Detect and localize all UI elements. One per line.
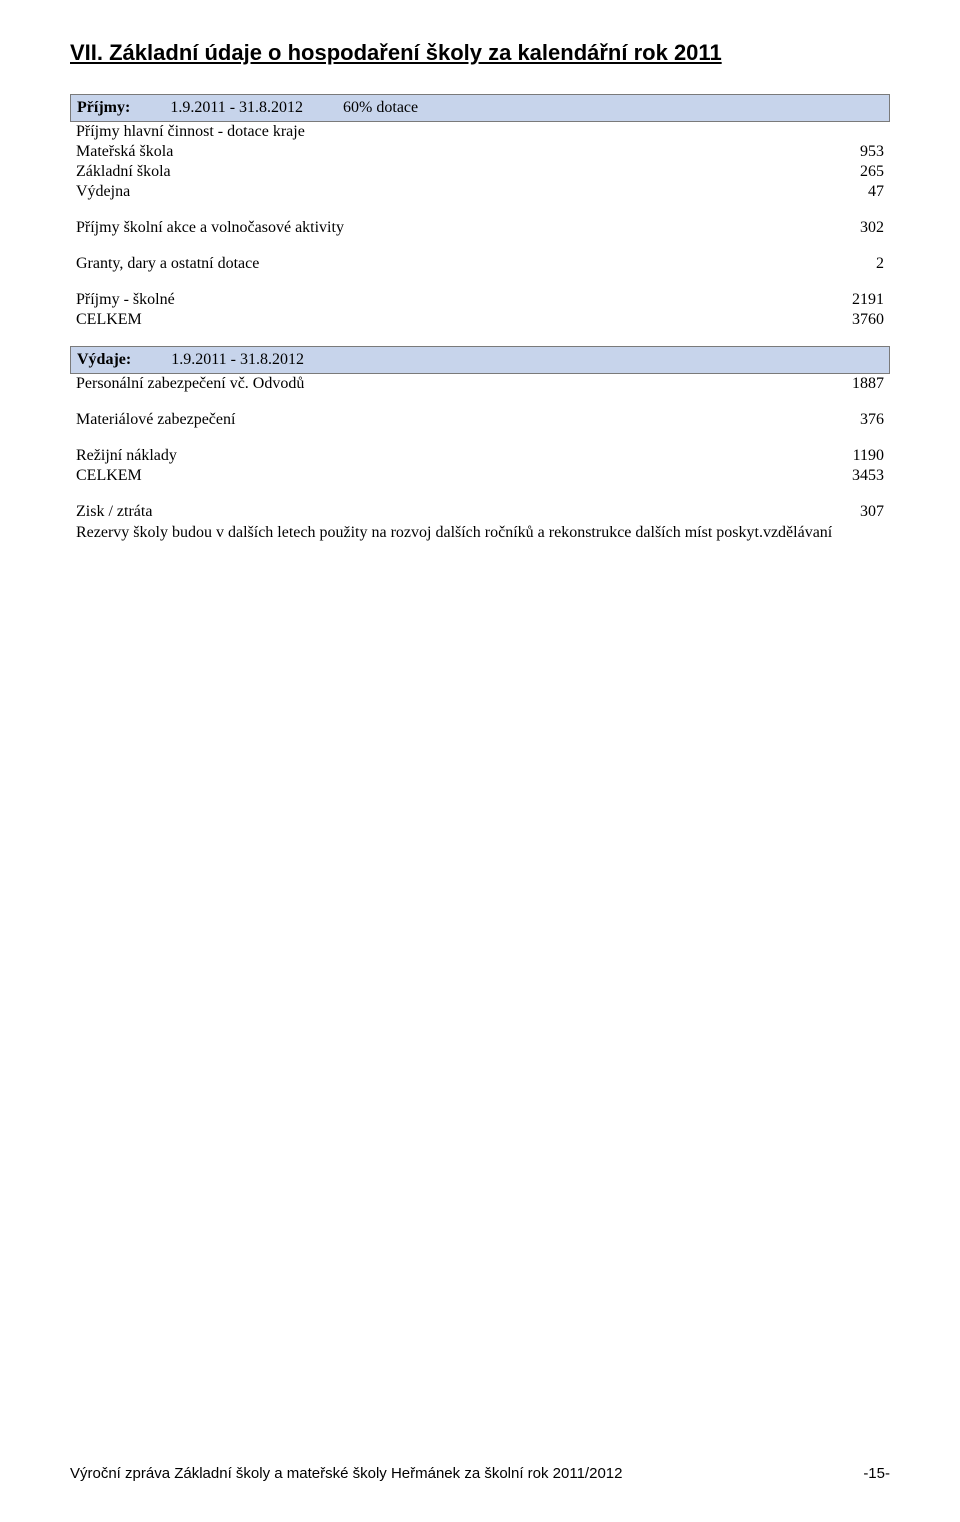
expense-period: 1.9.2011 - 31.8.2012 xyxy=(171,351,304,369)
row-rezijni-value: 1190 xyxy=(794,447,884,465)
income-header-band: Příjmy: 1.9.2011 - 31.8.2012 60% dotace xyxy=(70,94,890,122)
reserve-note: Rezervy školy budou v dalších letech pou… xyxy=(70,522,890,544)
row-ms-value: 953 xyxy=(794,143,884,161)
income-label: Příjmy: xyxy=(77,99,130,117)
row-expense-total: CELKEM 3453 xyxy=(70,466,890,486)
row-akce-label: Příjmy školní akce a volnočasové aktivit… xyxy=(76,219,794,237)
row-akce-value: 302 xyxy=(794,219,884,237)
row-material-value: 376 xyxy=(794,411,884,429)
row-vydejna-value: 47 xyxy=(794,183,884,201)
row-zisk-value: 307 xyxy=(794,503,884,521)
row-ms-label: Mateřská škola xyxy=(76,143,794,161)
row-granty: Granty, dary a ostatní dotace 2 xyxy=(70,254,890,274)
footer-page: -15- xyxy=(863,1465,890,1482)
row-expense-total-label: CELKEM xyxy=(76,467,794,485)
row-zisk-label: Zisk / ztráta xyxy=(76,503,794,521)
row-skolne-label: Příjmy - školné xyxy=(76,291,794,309)
page-footer: Výroční zpráva Základní školy a mateřské… xyxy=(70,1465,890,1482)
row-vydejna-label: Výdejna xyxy=(76,183,794,201)
row-material: Materiálové zabezpečení 376 xyxy=(70,410,890,430)
row-rezijni: Režijní náklady 1190 xyxy=(70,446,890,466)
income-period: 1.9.2011 - 31.8.2012 xyxy=(170,99,303,117)
row-personal-value: 1887 xyxy=(794,375,884,393)
row-vydejna: Výdejna 47 xyxy=(70,182,890,202)
row-personal-label: Personální zabezpečení vč. Odvodů xyxy=(76,375,794,393)
footer-text: Výroční zpráva Základní školy a mateřské… xyxy=(70,1465,622,1482)
page-title: VII. Základní údaje o hospodaření školy … xyxy=(70,40,890,66)
row-expense-total-value: 3453 xyxy=(794,467,884,485)
income-subheading: Příjmy hlavní činnost - dotace kraje xyxy=(70,122,890,142)
row-skolne-value: 2191 xyxy=(794,291,884,309)
row-ms: Mateřská škola 953 xyxy=(70,142,890,162)
row-material-label: Materiálové zabezpečení xyxy=(76,411,794,429)
row-skolne: Příjmy - školné 2191 xyxy=(70,290,890,310)
row-granty-label: Granty, dary a ostatní dotace xyxy=(76,255,794,273)
row-zs: Základní škola 265 xyxy=(70,162,890,182)
expense-label: Výdaje: xyxy=(77,351,131,369)
row-income-total-label: CELKEM xyxy=(76,311,794,329)
row-zs-value: 265 xyxy=(794,163,884,181)
row-income-total-value: 3760 xyxy=(794,311,884,329)
row-rezijni-label: Režijní náklady xyxy=(76,447,794,465)
row-income-total: CELKEM 3760 xyxy=(70,310,890,330)
row-akce: Příjmy školní akce a volnočasové aktivit… xyxy=(70,218,890,238)
row-zisk: Zisk / ztráta 307 xyxy=(70,502,890,522)
row-personal: Personální zabezpečení vč. Odvodů 1887 xyxy=(70,374,890,394)
row-granty-value: 2 xyxy=(794,255,884,273)
expense-header-band: Výdaje: 1.9.2011 - 31.8.2012 xyxy=(70,346,890,374)
row-zs-label: Základní škola xyxy=(76,163,794,181)
income-subheading-label: Příjmy hlavní činnost - dotace kraje xyxy=(76,123,884,141)
income-extra: 60% dotace xyxy=(343,99,418,117)
